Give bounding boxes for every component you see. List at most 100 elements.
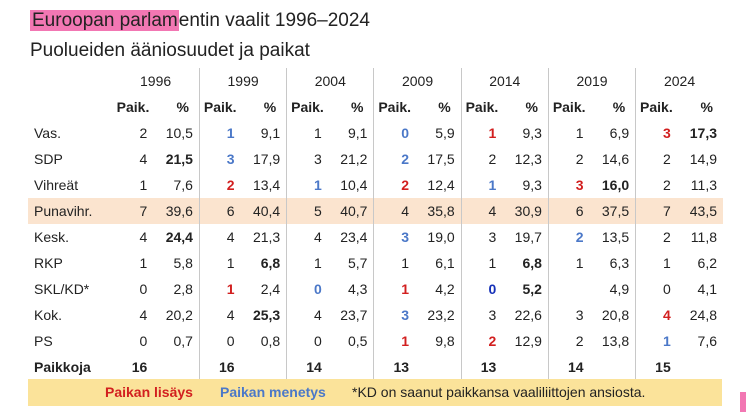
seats-cell: 4 [373,198,418,224]
total-seats-cell: 14 [547,354,592,380]
total-seats-cell: 13 [373,354,418,380]
legend-seat-loss: Paikan menetys [220,384,326,400]
percent-cell: 10,4 [340,177,368,193]
percent-cell: 2,8 [173,281,193,297]
seats-cell: 3 [373,224,418,250]
percent-cell: 17,9 [252,151,281,167]
percent-cell: 20,8 [601,307,630,323]
table-row: SDP 4 21,5 3 17,9 3 21,2 2 17,5 2 12,3 2 14,6 2 14,9 [28,146,723,172]
seats-cell: 1 [460,120,505,146]
seats-cell: 0 [286,276,330,302]
seats-cell: 0 [139,281,148,297]
seats-cell: 2 [547,146,592,172]
total-seats-cell: 14 [286,354,330,380]
seats-cell: 2 [373,172,418,198]
seats-cell: 1 [286,120,330,146]
percent-cell: 21,5 [165,151,193,167]
seats-cell: 2 [547,328,592,354]
seats-cell: 2 [198,172,243,198]
seats-cell: 0 [460,276,505,302]
percent-cell: 4,2 [435,281,455,297]
table-row: Kesk. 4 24,4 4 21,3 4 23,4 3 19,0 3 19,7 2 13,5 2 11,8 [28,224,723,250]
total-seats-cell: 13 [460,354,505,380]
party-label: Punavihr. [28,198,113,224]
seats-cell: 6 [198,198,243,224]
percent-cell: 4,1 [697,281,717,297]
percent-cell: 14,6 [601,151,630,167]
seats-cell [547,276,592,302]
totals-label: Paikkoja [34,359,91,375]
total-blank-cell [330,354,374,380]
seats-cell: 3 [198,146,243,172]
seats-cell: 0 [635,276,679,302]
table-row: PS 0 0,7 0 0,8 0 0,5 1 9,8 2 12,9 2 13,8 1 7,6 [28,328,723,354]
seats-cell: 2 [139,125,148,141]
seats-cell: 2 [460,328,505,354]
percent-cell: 25,3 [252,307,281,323]
seats-cell: 1 [547,250,592,276]
percent-cell: 9,1 [260,125,281,141]
seats-cell: 6 [547,198,592,224]
seats-cell: 7 [112,198,156,224]
title-highlight: Euroopan parlam [30,10,179,31]
percent-cell: 4,3 [347,281,368,297]
party-label: Vihreät [34,177,79,193]
percent-cell: 6,9 [609,125,630,141]
subheader-row: Paik.% Paik.% Paik.% Paik.% Paik.% Paik.% Paik… [28,94,723,120]
seats-cell: 7 [635,198,679,224]
seats-cell: 0 [373,120,418,146]
seats-cell: 1 [460,250,505,276]
seats-cell: 1 [139,177,148,193]
total-blank-cell [417,354,461,380]
percent-column-header: % [263,99,277,115]
page-subtitle: Puolueiden ääniosuudet ja paikat [30,40,310,61]
percent-cell: 43,5 [678,198,723,224]
percent-cell: 6,3 [609,255,630,271]
seats-cell: 4 [286,302,330,328]
percent-cell: 37,5 [591,198,636,224]
results-table: 1996 1999 2004 2009 2014 2019 2024 Paik.… [28,68,723,380]
percent-cell: 19,7 [514,229,542,245]
seats-cell: 2 [373,146,418,172]
percent-cell: 17,3 [689,125,717,141]
table-row: Kok. 4 20,2 4 25,3 4 23,7 3 23,2 3 22,6 3 20,8 4 24,8 [28,302,723,328]
table-row: Vas. 2 10,5 1 9,1 1 9,1 0 5,9 1 9,3 1 6,9 3 17,3 [28,120,723,146]
total-seats-cell: 16 [198,354,243,380]
seats-cell: 2 [635,172,679,198]
percent-column-header: % [350,99,364,115]
seats-cell: 1 [547,120,592,146]
total-blank-cell [243,354,287,380]
legend-footnote: *KD on saanut paikkansa vaaliliittojen a… [352,384,646,400]
page-title: Euroopan parlamentin vaalit 1996–2024 [30,9,370,33]
percent-cell: 35,8 [417,198,462,224]
percent-cell: 21,3 [252,229,281,245]
title-rest: entin vaalit 1996–2024 [178,10,370,31]
seats-cell: 1 [373,250,418,276]
percent-cell: 24,8 [689,307,717,323]
percent-cell: 11,3 [690,177,717,193]
percent-cell: 16,0 [601,177,630,193]
seats-cell: 3 [460,302,505,328]
percent-cell: 0,5 [347,333,368,349]
percent-column-header: % [438,99,451,115]
seats-cell: 1 [373,328,418,354]
seats-cell: 2 [635,224,679,250]
year-header: 2014 [460,68,549,94]
percent-cell: 40,7 [329,198,374,224]
percent-cell: 21,2 [340,151,368,167]
percent-cell: 9,1 [347,125,368,141]
seats-cell: 4 [635,302,679,328]
table-row: RKP 1 5,8 1 6,8 1 5,7 1 6,1 1 6,8 1 6,3 1 6,2 [28,250,723,276]
seats-column-header: Paik. [198,94,243,120]
seats-column-header: Paik. [635,94,679,120]
percent-cell: 4,9 [609,281,630,297]
seats-cell: 0 [198,328,243,354]
total-seats-cell: 15 [635,354,679,380]
percent-cell: 23,2 [427,307,455,323]
percent-cell: 23,4 [340,229,368,245]
seats-cell: 3 [547,172,592,198]
year-header: 2019 [547,68,636,94]
percent-cell: 6,1 [435,255,455,271]
percent-cell: 9,8 [435,333,455,349]
party-label: RKP [34,255,63,271]
